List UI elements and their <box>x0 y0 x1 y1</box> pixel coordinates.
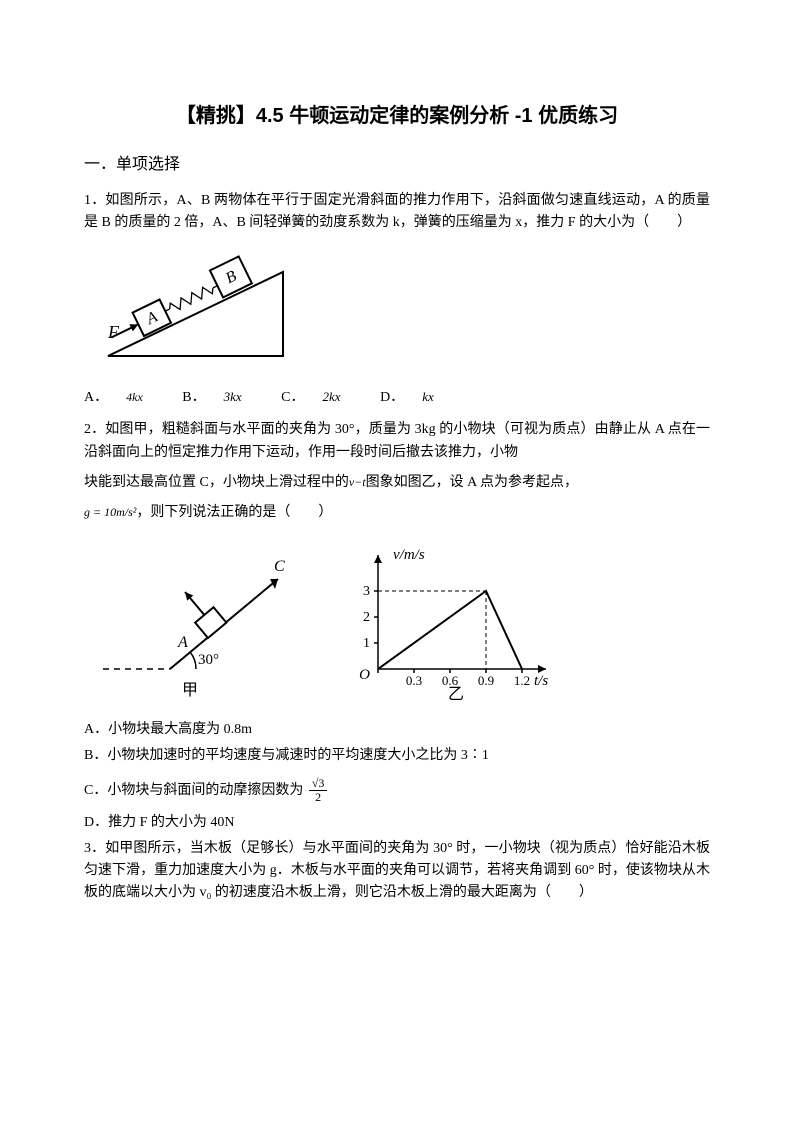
svg-text:1.2: 1.2 <box>514 673 530 688</box>
q2-opt-a: A．小物块最大高度为 0.8m <box>84 719 710 741</box>
svg-text:v/m/s: v/m/s <box>393 547 425 563</box>
q2-diagrams: 30° A C 甲 O v/m/s t/s 1 2 3 <box>98 541 710 709</box>
svg-text:乙: 乙 <box>448 686 464 701</box>
svg-text:0.3: 0.3 <box>406 673 422 688</box>
svg-text:1: 1 <box>363 636 370 651</box>
q2-diagram-right: O v/m/s t/s 1 2 3 0.3 0.6 0.9 1.2 乙 <box>338 541 558 709</box>
page-title: 【精挑】4.5 牛顿运动定律的案例分析 -1 优质练习 <box>84 100 710 132</box>
svg-text:0.9: 0.9 <box>478 673 494 688</box>
svg-text:t/s: t/s <box>534 673 548 689</box>
svg-text:A: A <box>177 634 188 651</box>
q2-text-p2: 块能到达最高位置 C，小物块上滑过程中的v−t图象如图乙，设 A 点为参考起点， <box>84 472 710 494</box>
q2-text-p1: 2．如图甲，粗糙斜面与水平面的夹角为 30°，质量为 3kg 的小物块（可视为质… <box>84 419 710 464</box>
q2-opt-d: D．推力 F 的大小为 40N <box>84 812 710 834</box>
svg-text:甲: 甲 <box>182 682 198 699</box>
q1-opt-d: D．kx <box>380 390 452 405</box>
section-header: 一．单项选择 <box>84 152 710 178</box>
svg-text:C: C <box>274 558 285 575</box>
q1-options: A．4kx B．3kx C．2kx D．kx <box>84 387 710 409</box>
q3-text: 3．如甲图所示，当木板（足够长）与水平面间的夹角为 30° 时，一小物块（视为质… <box>84 838 710 905</box>
q1-diagram: A B F <box>98 246 710 374</box>
q2-text-p3: g = 10m/s²，则下列说法正确的是（ ） <box>84 502 710 524</box>
q2-opt-c: C．小物块与斜面间的动摩擦因数为 √3 2 <box>84 777 710 804</box>
q1-opt-b: B．3kx <box>182 390 259 405</box>
q1-text: 1．如图所示，A、B 两物体在平行于固定光滑斜面的推力作用下，沿斜面做匀速直线运… <box>84 190 710 235</box>
svg-text:30°: 30° <box>198 652 219 668</box>
svg-text:F: F <box>107 322 120 342</box>
q2-diagram-left: 30° A C 甲 <box>98 541 298 709</box>
svg-text:3: 3 <box>363 584 370 599</box>
q2-opt-b: B．小物块加速时的平均速度与减速时的平均速度大小之比为 3∶1 <box>84 745 710 767</box>
q1-opt-c: C．2kx <box>281 390 358 405</box>
q1-opt-a: A．4kx <box>84 390 161 405</box>
svg-text:2: 2 <box>363 610 370 625</box>
svg-text:O: O <box>359 667 370 683</box>
